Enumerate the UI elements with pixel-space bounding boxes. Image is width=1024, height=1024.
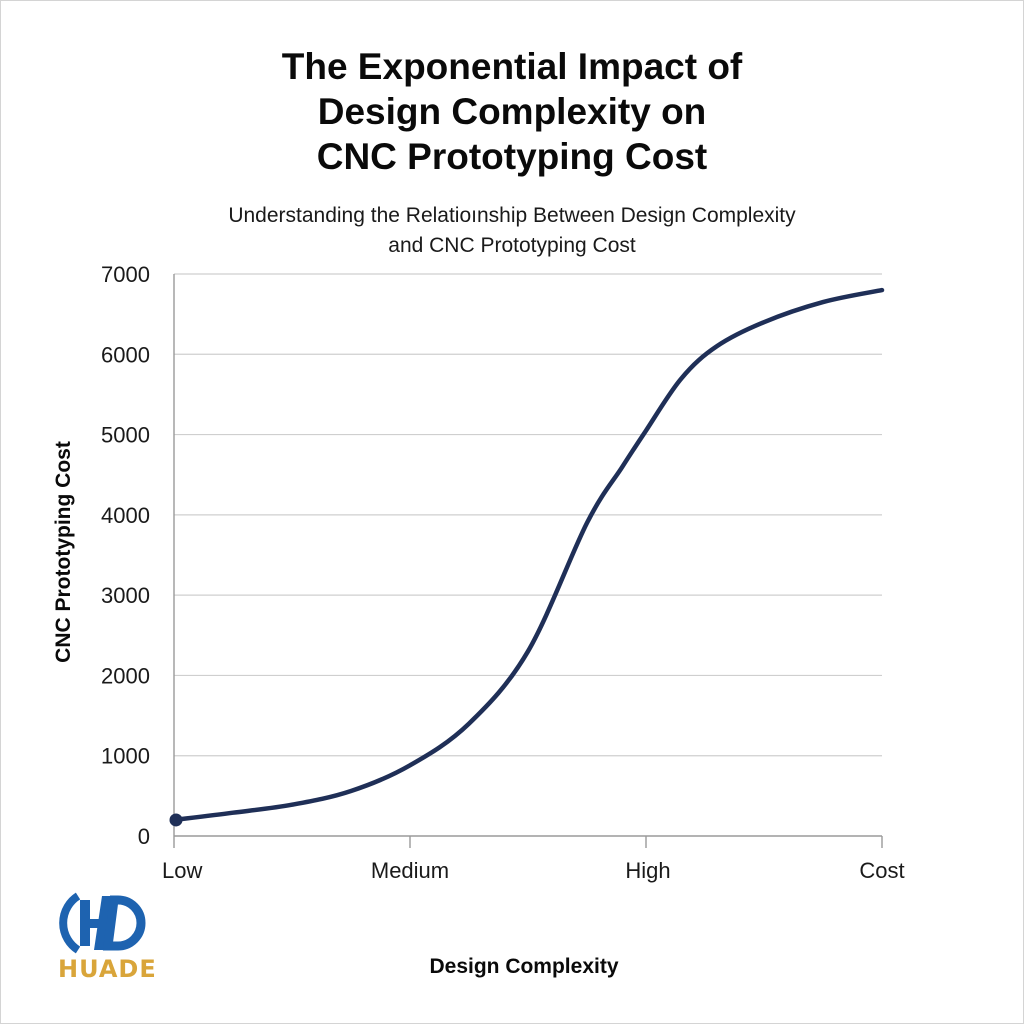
y-tick-label: 5000 <box>101 423 150 448</box>
y-tick-label: 7000 <box>101 262 150 287</box>
start-point-marker <box>169 813 183 827</box>
chart-title-line-1: The Exponential Impact of <box>281 46 743 87</box>
y-tick-label: 6000 <box>101 342 150 367</box>
y-tick-label: 4000 <box>101 503 150 528</box>
grid-layer <box>174 273 882 757</box>
chart-title-line-3: CNC Prototyping Cost <box>316 136 708 177</box>
chart-title-line-2: Design Complexity on <box>317 91 707 132</box>
y-tick-label: 3000 <box>101 583 150 608</box>
y-axis-title: CNC Prototyping Cost <box>52 441 75 663</box>
x-tick-label: Cost <box>859 858 904 883</box>
chart-title: The Exponential Impact of Design Complex… <box>0 44 1024 179</box>
logo-arc-left <box>59 892 81 954</box>
y-tick-label: 2000 <box>101 663 150 688</box>
chart-subtitle-line-1: Understanding the Relatioınship Between … <box>228 204 796 227</box>
x-tick-label: Medium <box>371 858 449 883</box>
y-tick-label: 0 <box>138 824 150 849</box>
logo-d <box>102 895 146 951</box>
series-line-0 <box>171 287 885 823</box>
chart-subtitle: Understanding the Relatioınship Between … <box>0 201 1024 261</box>
series-layer <box>169 287 885 827</box>
y-tick-labels: 0 1000 2000 3000 4000 5000 6000 7000 <box>101 262 150 849</box>
logo-h-bar <box>80 919 106 928</box>
chart-subtitle-line-2: and CNC Prototyping Cost <box>388 234 636 257</box>
x-tick-label: Low <box>162 858 202 883</box>
logo-mark <box>59 892 146 954</box>
x-tick-labels: Low Medium High Cost <box>162 858 905 883</box>
x-axis-title: Design Complexity <box>429 955 618 978</box>
axis-layer <box>173 274 883 848</box>
y-tick-label: 1000 <box>101 744 150 769</box>
logo-slash <box>94 896 112 950</box>
x-tick-label: High <box>625 858 670 883</box>
logo-text: HUADE <box>58 955 157 983</box>
hd-monogram-icon <box>59 892 146 954</box>
